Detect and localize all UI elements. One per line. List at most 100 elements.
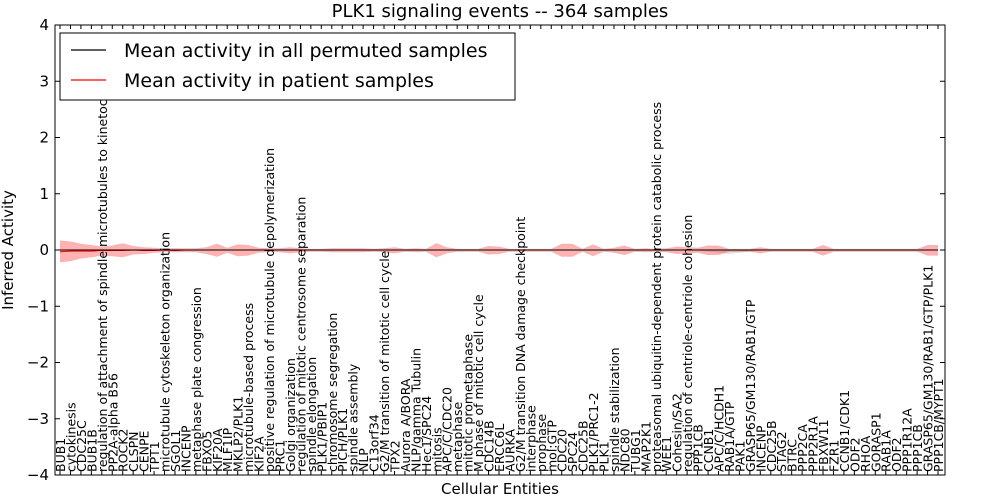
x-entity-label: PICH/PLK1 [335, 408, 350, 472]
x-entity-label: PPP1CB [910, 424, 925, 472]
x-entity-label: Golgi organization [283, 358, 298, 472]
x-entity-label: AURKA [502, 429, 517, 472]
x-entity-label: RAB1A/GTP [722, 401, 737, 472]
x-entity-label: PLK1/PBIP1 [314, 402, 329, 472]
x-entity-label: Cohesin/SA2 [670, 393, 685, 472]
x-entity-label: CDC20 [555, 429, 570, 472]
x-axis-title: Cellular Entities [441, 480, 559, 498]
x-entity-label: PPP1CB [691, 424, 706, 472]
x-entity-label: regulation of attachment of spindle micr… [95, 71, 110, 472]
x-entity-label: BUB1B [84, 429, 99, 472]
x-entity-label: C13orf34 [367, 414, 382, 472]
x-entity-label: RAB1A [879, 430, 894, 472]
x-entity-label: mitotic prometaphase [461, 334, 476, 472]
legend-label-permuted: Mean activity in all permuted samples [124, 40, 487, 62]
x-entity-label: spindle elongation [304, 357, 319, 472]
x-entity-label: STAG2 [774, 431, 789, 472]
y-tick-label: −4 [27, 466, 49, 484]
x-entity-label: metaphase [450, 402, 465, 472]
x-entity-label: NLP [356, 448, 371, 472]
x-entity-label: regulation of mitotic centrosome separat… [293, 197, 308, 472]
x-entity-label: BTRC [785, 439, 800, 472]
x-entity-label: MKLP2/PLK1 [231, 396, 246, 472]
x-entity-label: SGOL1 [168, 430, 183, 472]
y-tick-label: −1 [27, 297, 49, 315]
x-entity-label: TPT1 [147, 441, 162, 473]
x-entity-label: PLK1 [597, 441, 612, 472]
x-entity-label: KIF20A [210, 428, 225, 472]
x-entity-label: NLP/gamma Tubulin [408, 348, 423, 472]
x-entity-label: CDC25B [764, 420, 779, 472]
x-entity-label: PPP1CB/MYPT1 [931, 378, 946, 472]
y-tick-label: −2 [27, 354, 49, 372]
x-entity-label: ODF2 [847, 437, 862, 472]
x-entity-label: TUBG1 [628, 429, 643, 473]
x-entity-label: TPX2 [387, 440, 402, 473]
x-entity-label: metaphase plate congression [189, 287, 204, 472]
x-entity-label: PAK1 [732, 441, 747, 472]
y-tick-label: 4 [39, 16, 49, 34]
x-entity-label: APC/C/CDC20 [440, 387, 455, 472]
confidence-bands [60, 240, 938, 263]
x-entity-label: GRASP65/GM130/RAB1/GTP/PLK1 [921, 265, 936, 472]
x-entity-label: Aurora A/BORA [398, 378, 413, 472]
x-entity-label: ERCC6L [492, 424, 507, 472]
legend-box [59, 32, 516, 101]
x-entity-label: FBXW11 [816, 419, 831, 472]
x-entity-label: INCENP [753, 425, 768, 472]
x-entity-label: ODF2 [889, 437, 904, 472]
x-entity-label: ROCK2 [116, 429, 131, 472]
x-entity-label: PP2A-alpha B56 [105, 373, 120, 472]
x-entity-label: CCNB1/CDK1 [837, 390, 852, 472]
y-axis-title: Inferred Activity [0, 190, 17, 310]
x-entity-label: prophase [534, 414, 549, 472]
x-entity-label: APC/C/HCDH1 [712, 385, 727, 472]
x-entity-label: CENPE [137, 430, 152, 472]
y-tick-label: 1 [39, 185, 49, 203]
x-entity-label: microtubule cytoskeleton organization [158, 232, 173, 472]
x-entity-label: FBXO5 [199, 431, 214, 472]
x-entity-label: CDC25B [576, 420, 591, 472]
band-permuted [60, 249, 938, 254]
x-entity-label: BUB1 [53, 438, 68, 472]
x-entity-label: RHOA [858, 435, 873, 472]
x-entity-label: mol:GTP [544, 420, 559, 472]
x-entity-label: GRASP65/GM130/RAB1/GTP [743, 299, 758, 472]
x-entity-label: PPP2R1A [806, 416, 821, 472]
x-entity-label: Hec1/SPC24 [419, 396, 434, 472]
x-entity-label: CCNB1 [701, 429, 716, 472]
plot-area: 4 3 2 1 0 −1 −2 −3 −4 BUB1cytokinesisCDC25CBUB1B… [27, 16, 946, 484]
x-entity-label: CDC25C [74, 420, 89, 472]
x-entity-label: M phase of mitotic cell cycle [471, 294, 486, 472]
y-tick-label: 2 [39, 129, 49, 147]
x-entity-label: interphase [523, 405, 538, 472]
x-entity-label: FZR1 [826, 440, 841, 472]
x-entity-label: G2/M transition of mitotic cell cycle [377, 250, 392, 472]
band-patient [60, 240, 938, 263]
x-entity-label: KIF2A [252, 436, 267, 472]
y-axis-ticks: 4 3 2 1 0 −1 −2 −3 −4 [27, 16, 945, 484]
x-entity-label: PRC1 [273, 440, 288, 472]
chart-title: PLK1 signaling events -- 364 samples [332, 1, 669, 22]
x-entity-label: cytokinesis [63, 402, 78, 472]
x-entity-label: WEE1 [659, 436, 674, 472]
x-entity-label: GORASP1 [868, 412, 883, 472]
series-lines [59, 249, 938, 253]
x-entity-label: spindle assembly [346, 363, 361, 472]
x-entity-label: MLF1IP [220, 427, 235, 472]
x-entity-label: MAP2K1 [638, 421, 653, 472]
x-entity-label: CLSPN [126, 431, 141, 472]
x-entity-label: mitosis [429, 427, 444, 472]
x-axis-ticks [59, 25, 939, 475]
x-entity-label: CDC14B [482, 420, 497, 472]
x-entity-label: proteasomal ubiquitin-dependent protein … [649, 102, 664, 472]
x-entity-label: chromosome segregation [325, 313, 340, 472]
y-tick-label: 3 [39, 72, 49, 90]
x-entity-label: NDC80 [617, 428, 632, 472]
legend: Mean activity in all permuted samples Me… [59, 32, 516, 101]
y-tick-label: 0 [39, 241, 49, 259]
x-entity-label: regulation of centriole-centriole cohesi… [680, 215, 695, 472]
x-entity-label: PPP2CA [795, 424, 810, 472]
